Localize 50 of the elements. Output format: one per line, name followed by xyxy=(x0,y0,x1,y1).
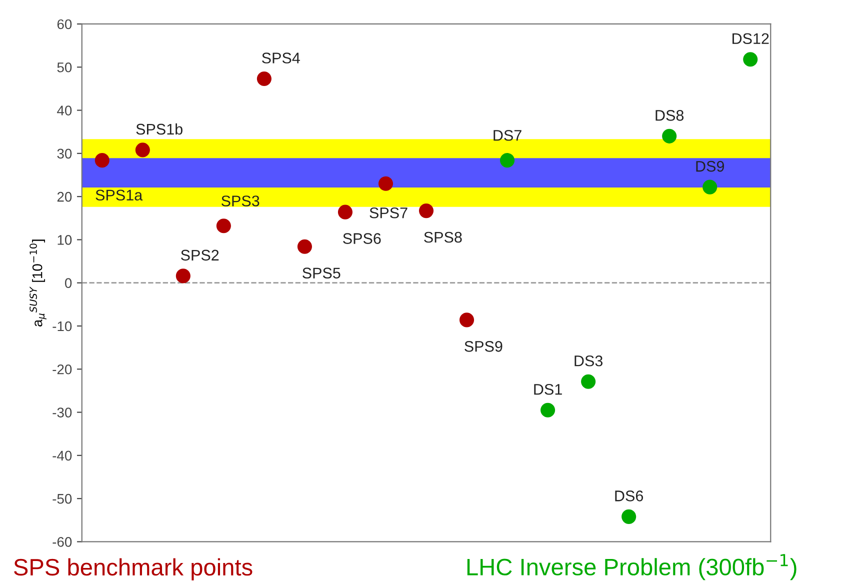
text: SPS benchmark points xyxy=(14,558,252,580)
point xyxy=(338,204,353,220)
point xyxy=(702,180,718,194)
y-tick-label: -20 xyxy=(52,364,72,374)
annotation: SPS5 xyxy=(302,268,340,278)
series-label: LHC Inverse Problem (300fb$^{−1}$) xyxy=(467,554,796,580)
annotation: SPS6 xyxy=(343,233,381,244)
y-tick-label: -30 xyxy=(52,408,72,418)
point xyxy=(216,218,231,234)
y-tick-label: -60 xyxy=(52,537,72,547)
point xyxy=(622,509,636,524)
point xyxy=(378,176,394,191)
point xyxy=(459,312,474,328)
y-tick-label: 60 xyxy=(57,19,72,30)
annotation: DS12 xyxy=(732,33,769,44)
annotation: SPS2 xyxy=(181,250,219,261)
annotation: DS3 xyxy=(574,355,603,366)
annotation: DS1 xyxy=(534,384,562,395)
annotation: DS9 xyxy=(696,160,724,172)
y-tick-label: 20 xyxy=(57,192,72,202)
annotation: DS8 xyxy=(656,110,684,121)
y-tick-label: -40 xyxy=(52,450,72,461)
point xyxy=(662,128,677,144)
point xyxy=(743,52,758,67)
y-tick-label: 50 xyxy=(57,62,72,72)
point xyxy=(94,153,110,168)
annotation: SPS7 xyxy=(370,207,408,218)
point xyxy=(297,239,312,254)
annotation: SPS1a xyxy=(96,190,143,201)
y-tick-label: -10 xyxy=(52,321,72,332)
annotation: DS7 xyxy=(494,130,522,141)
y-tick-label: -50 xyxy=(52,494,72,504)
y-tick-label: 10 xyxy=(58,235,72,245)
point xyxy=(256,71,272,86)
annotation: SPS3 xyxy=(222,196,260,206)
annotation: SPS4 xyxy=(262,52,300,64)
point xyxy=(176,268,190,284)
annotation: SPS1b xyxy=(136,123,182,135)
point xyxy=(540,402,556,418)
annotation: DS6 xyxy=(615,490,644,502)
y-tick-label: 40 xyxy=(57,106,72,116)
annotation: SPS8 xyxy=(424,232,462,243)
y-tick-label: 30 xyxy=(57,148,72,159)
point xyxy=(418,204,434,218)
y-axis-title: a$_{μ}$$^{SUSY}$ [10$^{−10}$] xyxy=(30,240,46,326)
annotation: SPS9 xyxy=(464,341,502,352)
point xyxy=(500,153,515,168)
point xyxy=(135,142,150,158)
y-tick-label: 0 xyxy=(64,278,72,288)
point xyxy=(581,374,596,389)
